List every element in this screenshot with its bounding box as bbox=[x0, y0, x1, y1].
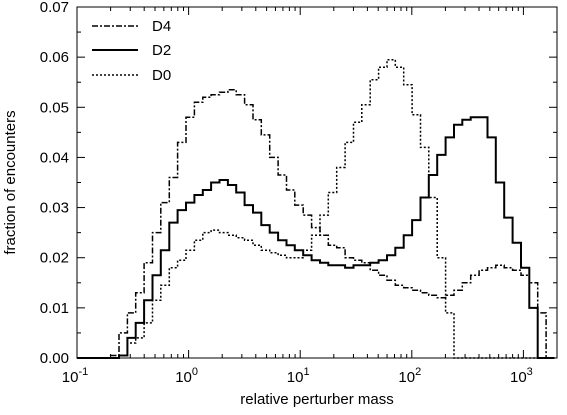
legend-label-d4: D4 bbox=[152, 18, 171, 35]
x-axis-title: relative perturber mass bbox=[240, 391, 393, 408]
legend-label-d2: D2 bbox=[152, 42, 171, 59]
plot-frame bbox=[76, 6, 558, 359]
y-tick-label: 0.07 bbox=[40, 0, 69, 16]
x-tick-label: 100 bbox=[175, 366, 198, 386]
y-tick-label: 0.04 bbox=[40, 149, 69, 166]
y-ticks: 0.00 0.01 0.02 0.03 0.04 0.05 0.06 0.07 bbox=[40, 0, 557, 367]
x-tick-label: 10-1 bbox=[62, 366, 88, 386]
y-tick-label: 0.06 bbox=[40, 49, 69, 66]
y-tick-label: 0.05 bbox=[40, 99, 69, 116]
y-tick-label: 0.03 bbox=[40, 200, 69, 217]
series-line-d2 bbox=[77, 116, 555, 359]
series-line-d4 bbox=[77, 88, 555, 359]
y-tick-label: 0.00 bbox=[40, 350, 69, 367]
x-ticks: 10-1 100 101 102 103 bbox=[62, 7, 558, 386]
x-tick-label: 103 bbox=[510, 366, 533, 386]
series-line-d0 bbox=[77, 58, 555, 359]
y-axis-title: fraction of encounters bbox=[2, 110, 19, 254]
y-tick-label: 0.01 bbox=[40, 300, 69, 317]
legend-label-d0: D0 bbox=[152, 67, 171, 84]
legend: D4 D2 D0 bbox=[92, 18, 171, 84]
y-tick-label: 0.02 bbox=[40, 250, 69, 267]
x-tick-label: 102 bbox=[398, 366, 421, 386]
series-group bbox=[77, 58, 555, 359]
x-tick-label: 101 bbox=[287, 366, 310, 386]
